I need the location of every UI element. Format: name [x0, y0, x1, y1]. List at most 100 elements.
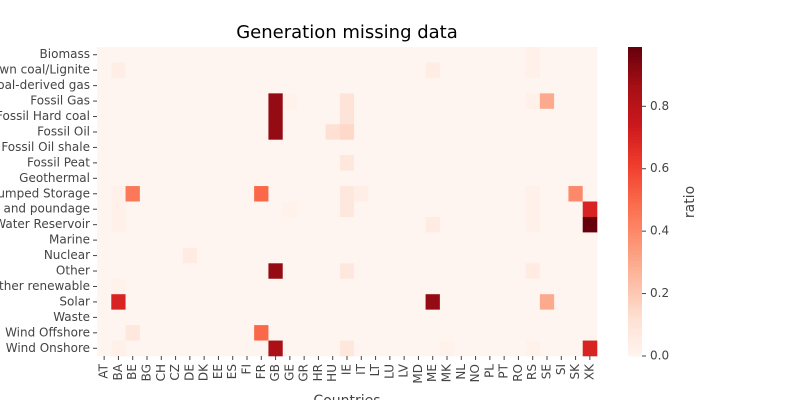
heat-cell [297, 325, 312, 341]
heat-cell [154, 232, 169, 249]
heat-cell [154, 294, 169, 310]
heat-cell [339, 62, 355, 79]
heat-cell [297, 186, 312, 202]
colorbar-segment [628, 269, 642, 274]
x-tick-label: EE [211, 364, 225, 379]
colorbar-segment [628, 186, 642, 190]
heat-cell [282, 325, 298, 341]
colorbar-segment [628, 229, 642, 233]
heat-cell [354, 93, 369, 110]
heat-cell [468, 340, 484, 357]
heat-cell [154, 263, 169, 280]
heat-cell [497, 155, 512, 171]
heat-cell [125, 340, 141, 357]
heat-cell [325, 124, 341, 140]
heat-cell [582, 139, 598, 156]
heat-cell [397, 340, 412, 357]
heat-cell [439, 108, 455, 125]
heat-cell [382, 340, 398, 357]
heat-cell [197, 47, 212, 63]
heat-cell [282, 232, 298, 249]
heat-cell [354, 247, 369, 264]
heat-cell [139, 62, 155, 79]
heat-cell [554, 232, 569, 249]
y-tick-label: Other [56, 264, 90, 278]
colorbar-label: ratio [682, 186, 698, 218]
heat-cell [339, 232, 355, 249]
heat-cell [154, 155, 169, 171]
colorbar-segment [628, 257, 642, 261]
heat-cell [211, 340, 226, 357]
heat-cell [339, 186, 355, 202]
heat-cell [582, 201, 598, 218]
colorbar-segment [628, 77, 642, 82]
heat-cell [97, 62, 112, 79]
heat-cell [568, 155, 584, 171]
colorbar-segment [628, 152, 642, 156]
heat-cell [254, 340, 269, 357]
heat-cell [582, 108, 598, 125]
heat-cell [268, 325, 284, 341]
x-tick-label: MD [411, 364, 425, 384]
heat-cell [182, 247, 198, 264]
heat-cell [468, 186, 484, 202]
heat-cell [211, 247, 226, 264]
heat-cell [197, 170, 212, 187]
heat-cell [154, 309, 169, 326]
heat-cell [468, 278, 484, 295]
heat-cell [525, 325, 541, 341]
heat-cell [197, 294, 212, 310]
heat-cell [211, 325, 226, 341]
x-tick-label: DE [182, 364, 196, 381]
x-tick-label: FI [240, 364, 254, 374]
heat-cell [397, 186, 412, 202]
heat-cell [197, 201, 212, 218]
x-tick-label: CH [154, 364, 168, 381]
heat-cell [311, 309, 326, 326]
heat-cell [154, 108, 169, 125]
heat-cell [425, 124, 441, 140]
heat-cell [439, 201, 455, 218]
heat-cell [339, 170, 355, 187]
heat-cell [139, 325, 155, 341]
heat-cell [225, 294, 241, 310]
colorbar-segment [628, 192, 642, 196]
colorbar-segment [628, 47, 642, 51]
heat-cell [197, 77, 212, 94]
heat-cell [297, 309, 312, 326]
y-tick-label: Hydro Run-of-river and poundage [0, 202, 90, 216]
colorbar-segment [628, 136, 642, 141]
heat-cell [239, 124, 255, 140]
heat-cell [197, 309, 212, 326]
heat-cell [525, 232, 541, 249]
heat-cell [182, 216, 198, 233]
heat-cell [325, 155, 341, 171]
heat-cell [354, 139, 369, 156]
heat-cell [582, 77, 598, 94]
colorbar-segment [628, 201, 642, 206]
colorbar-segment [628, 216, 642, 221]
heat-cell [282, 62, 298, 79]
heat-cell [511, 93, 526, 110]
heat-cell [254, 108, 269, 125]
heat-cell [568, 170, 584, 187]
heat-cell [582, 340, 598, 357]
heat-cell [354, 155, 369, 171]
heat-cell [582, 155, 598, 171]
x-tick-label: IE [340, 364, 354, 375]
heat-cell [497, 77, 512, 94]
heat-cell [482, 232, 498, 249]
heat-cell [182, 108, 198, 125]
heat-cell [325, 294, 341, 310]
heat-cell [97, 278, 112, 295]
heat-cell [168, 340, 184, 357]
heat-cell [182, 155, 198, 171]
colorbar-segment [628, 59, 642, 63]
heat-cell [97, 124, 112, 140]
heat-cell [439, 232, 455, 249]
heat-cell [339, 139, 355, 156]
heat-cell [482, 309, 498, 326]
heat-cell [511, 216, 526, 233]
heat-cell [539, 47, 555, 63]
